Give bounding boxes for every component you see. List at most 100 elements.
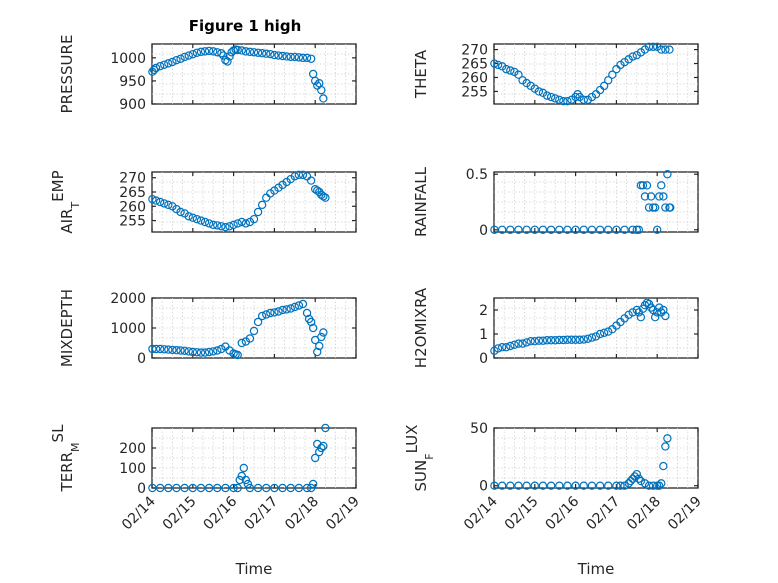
data-point xyxy=(286,304,295,313)
y-axis-label: H2OMIXRA xyxy=(412,287,430,368)
data-point xyxy=(164,483,173,493)
data-point xyxy=(172,55,181,65)
data-point xyxy=(502,343,511,352)
grid-lines xyxy=(152,428,356,488)
data-point xyxy=(270,308,279,317)
data-point xyxy=(534,336,544,345)
data-point xyxy=(542,336,552,345)
data-point xyxy=(262,483,271,493)
data-point xyxy=(604,225,613,234)
data-point xyxy=(172,483,181,493)
data-point xyxy=(655,481,664,490)
data-point xyxy=(319,94,328,103)
data-point xyxy=(599,328,609,337)
data-point xyxy=(514,481,523,490)
data-point xyxy=(665,45,674,54)
data-point xyxy=(514,70,523,79)
x-tick-label: 02/14 xyxy=(119,493,159,533)
data-point xyxy=(518,339,527,348)
data-point xyxy=(661,442,670,451)
figure-title: Figure 1 high xyxy=(189,17,302,35)
y-axis-label: MIXDEPTH xyxy=(58,289,76,367)
data-point xyxy=(200,348,210,357)
data-point xyxy=(151,196,161,205)
data-point xyxy=(204,483,214,493)
data-point xyxy=(270,483,279,493)
data-point xyxy=(655,303,664,312)
x-tick-label: 02/18 xyxy=(624,494,664,534)
data-point xyxy=(624,310,633,319)
data-point xyxy=(497,481,507,490)
data-point xyxy=(563,481,572,490)
data-point xyxy=(546,92,556,102)
data-point xyxy=(274,51,283,60)
data-point xyxy=(241,47,251,56)
data-point xyxy=(306,317,316,327)
data-point xyxy=(530,481,540,490)
x-tick-label: 02/17 xyxy=(241,494,281,534)
subplot-mixdepth: 0 1000 2000 MIXDEPTH xyxy=(58,289,357,367)
data-point xyxy=(663,434,672,443)
data-point xyxy=(321,193,330,202)
data-point xyxy=(587,333,597,342)
data-point xyxy=(555,225,564,234)
data-point xyxy=(266,49,275,59)
data-point xyxy=(530,337,540,346)
data-point xyxy=(493,60,503,70)
data-point xyxy=(628,308,637,317)
y-axis-label: AIRTEMP xyxy=(49,170,82,233)
data-point xyxy=(208,347,218,356)
x-tick-label: 02/15 xyxy=(502,494,542,534)
y-tick-label: 0.5 xyxy=(466,167,488,183)
data-point xyxy=(579,335,588,344)
data-point xyxy=(208,47,218,56)
data-point xyxy=(638,181,648,190)
data-point xyxy=(213,346,222,355)
data-point xyxy=(663,170,672,179)
data-point xyxy=(155,197,165,207)
data-point xyxy=(188,213,197,222)
data-point xyxy=(571,335,580,344)
data-point xyxy=(315,447,324,457)
data-point xyxy=(235,475,244,485)
data-point xyxy=(514,339,523,348)
data-point xyxy=(497,225,507,234)
subplot-terr_msl: 0 100 200 02/14 02/15 02/16 02/17 02/18 02/19 Tim… xyxy=(49,423,363,578)
data-point xyxy=(648,42,658,51)
data-point xyxy=(253,483,263,493)
data-point xyxy=(155,483,165,493)
series-points xyxy=(490,434,672,490)
data-point xyxy=(225,222,234,231)
data-point xyxy=(497,343,507,352)
grid-lines xyxy=(494,172,698,232)
data-point xyxy=(282,52,291,61)
data-point xyxy=(620,481,629,490)
data-point xyxy=(262,310,271,319)
data-point xyxy=(233,45,242,55)
data-point xyxy=(650,203,660,212)
data-point xyxy=(657,479,666,488)
data-point xyxy=(522,225,531,234)
data-point xyxy=(223,57,232,66)
data-point xyxy=(213,483,222,493)
data-point xyxy=(164,59,173,68)
data-point xyxy=(579,481,588,490)
data-point xyxy=(200,217,210,227)
x-tick-label: 02/16 xyxy=(543,493,583,533)
y-tick-label: 255 xyxy=(119,214,146,230)
data-point xyxy=(493,344,503,353)
data-point xyxy=(620,225,629,234)
data-point xyxy=(311,76,320,86)
data-point xyxy=(294,170,304,180)
data-point xyxy=(538,225,548,234)
data-point xyxy=(249,214,259,224)
data-point xyxy=(626,476,635,486)
data-point xyxy=(599,81,609,91)
data-point xyxy=(522,338,531,347)
data-point xyxy=(298,53,308,63)
data-point xyxy=(648,481,658,490)
y-tick-label: 2000 xyxy=(110,291,146,307)
data-point xyxy=(661,311,670,321)
